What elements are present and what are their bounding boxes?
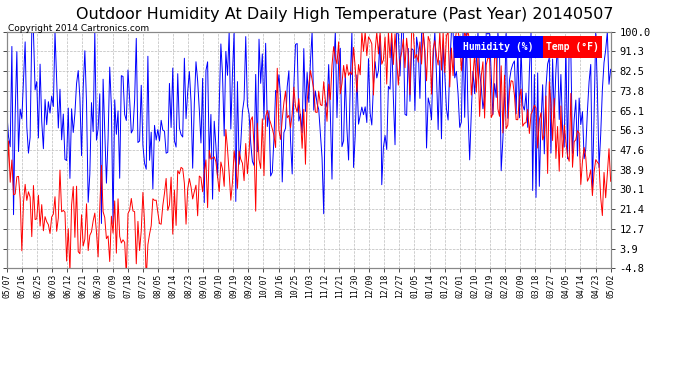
Text: Humidity (%): Humidity (%) bbox=[463, 42, 534, 52]
Text: Copyright 2014 Cartronics.com: Copyright 2014 Cartronics.com bbox=[8, 24, 150, 33]
Text: Outdoor Humidity At Daily High Temperature (Past Year) 20140507: Outdoor Humidity At Daily High Temperatu… bbox=[77, 7, 613, 22]
Text: Temp (°F): Temp (°F) bbox=[546, 42, 599, 52]
